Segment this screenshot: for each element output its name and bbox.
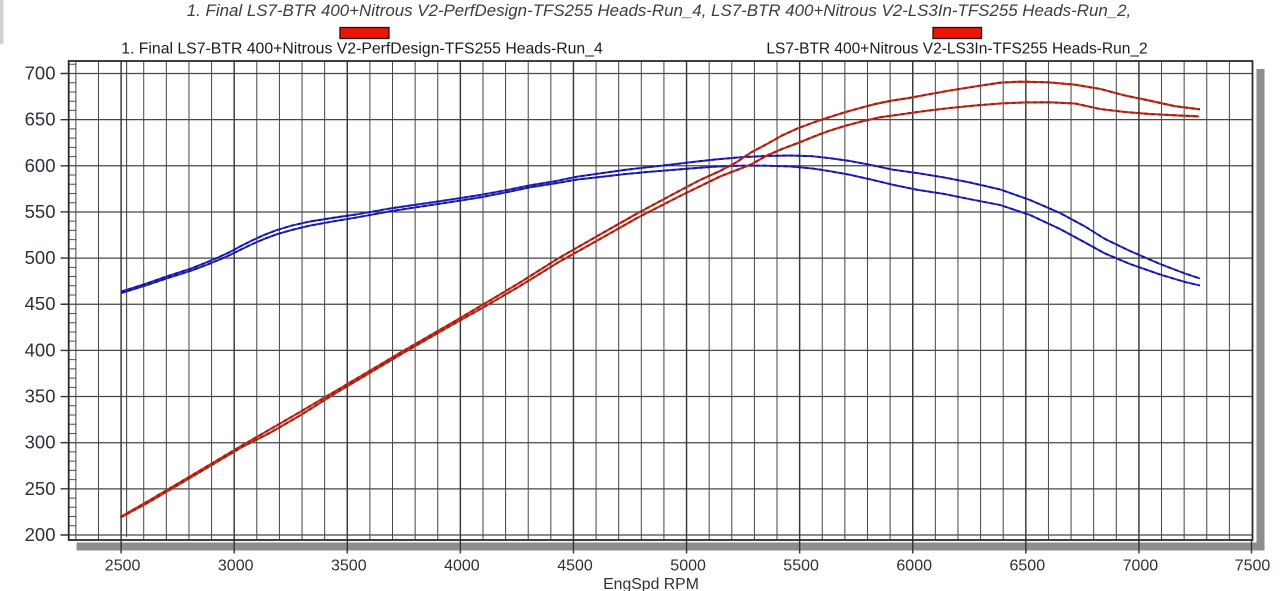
- svg-text:5000: 5000: [670, 558, 706, 575]
- svg-text:1. Final LS7-BTR 400+Nitrous V: 1. Final LS7-BTR 400+Nitrous V2-PerfDesi…: [121, 41, 603, 58]
- svg-text:650: 650: [25, 109, 56, 130]
- svg-text:7000: 7000: [1123, 558, 1159, 575]
- svg-text:700: 700: [25, 63, 56, 84]
- svg-text:200: 200: [25, 524, 56, 545]
- svg-text:600: 600: [25, 155, 56, 176]
- svg-text:1. Final LS7-BTR 400+Nitrous V: 1. Final LS7-BTR 400+Nitrous V2-PerfDesi…: [187, 1, 1131, 20]
- svg-text:4000: 4000: [444, 558, 480, 575]
- svg-text:LS7-BTR 400+Nitrous V2-LS3In-T: LS7-BTR 400+Nitrous V2-LS3In-TFS255 Head…: [766, 41, 1147, 58]
- svg-text:7500: 7500: [1235, 558, 1271, 575]
- svg-text:5500: 5500: [783, 558, 819, 575]
- svg-text:3000: 3000: [218, 558, 254, 575]
- svg-text:500: 500: [25, 247, 56, 268]
- svg-text:250: 250: [25, 478, 56, 499]
- svg-text:3500: 3500: [331, 558, 367, 575]
- svg-text:4500: 4500: [557, 558, 593, 575]
- svg-text:2500: 2500: [105, 558, 141, 575]
- svg-text:350: 350: [25, 386, 56, 407]
- svg-text:400: 400: [25, 339, 56, 360]
- svg-text:550: 550: [25, 201, 56, 222]
- svg-text:450: 450: [25, 293, 56, 314]
- svg-text:6500: 6500: [1010, 558, 1046, 575]
- svg-text:EngSpd RPM: EngSpd RPM: [603, 576, 699, 591]
- svg-text:300: 300: [25, 432, 56, 453]
- svg-text:6000: 6000: [896, 558, 932, 575]
